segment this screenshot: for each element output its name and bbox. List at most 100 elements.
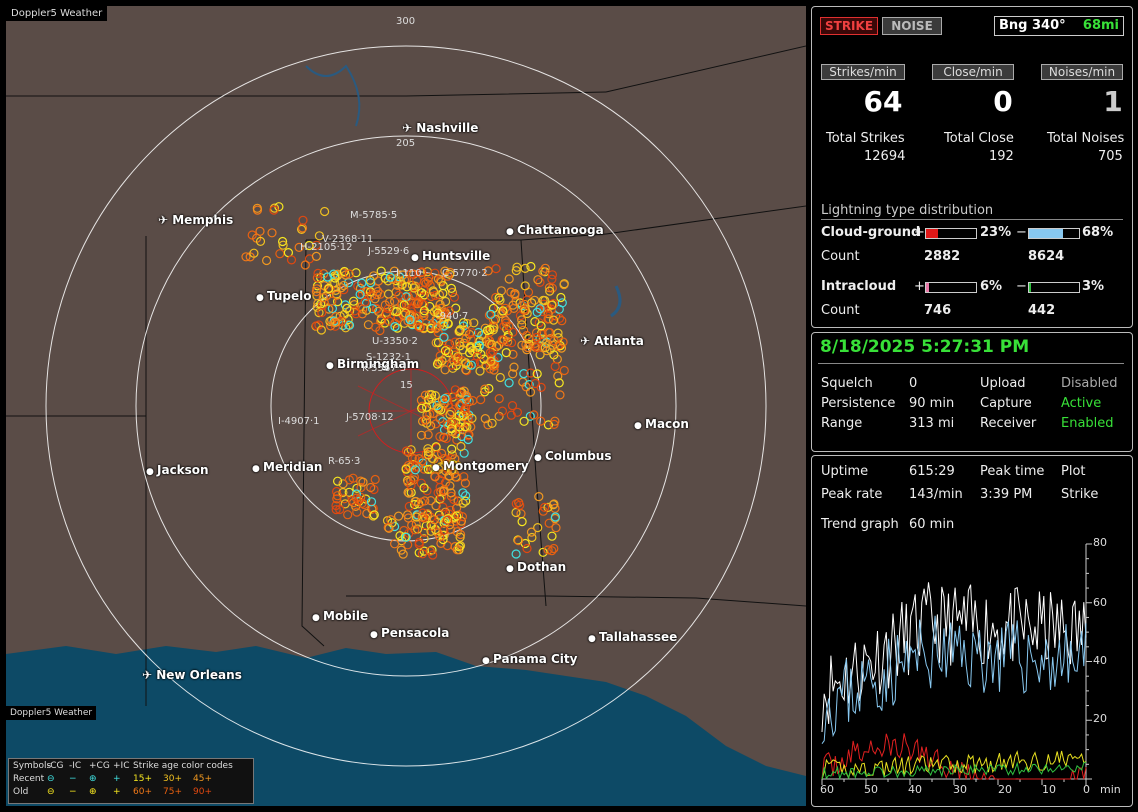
strike-symbol <box>557 316 567 326</box>
strike-symbol <box>426 323 436 334</box>
total-noises-label: Total Noises <box>1047 131 1125 146</box>
strike-symbol <box>414 322 425 332</box>
strike-symbol <box>518 325 529 335</box>
strike-symbol <box>493 352 503 363</box>
strike-symbol <box>504 378 514 388</box>
city-huntsville[interactable]: ● Huntsville <box>411 249 490 263</box>
strike-symbol <box>435 494 445 504</box>
city-atlanta[interactable]: ✈ Atlanta <box>580 334 644 348</box>
strike-symbol <box>370 474 380 485</box>
strike-symbol <box>539 502 550 512</box>
strike-symbol <box>449 292 459 302</box>
strike-symbol <box>398 270 408 280</box>
strike-symbol <box>547 283 557 293</box>
strike-symbol <box>506 287 516 297</box>
brand-bottom: Doppler5 Weather <box>6 706 97 720</box>
strike-symbol <box>556 292 566 303</box>
strike-symbol <box>416 268 426 278</box>
city-birmingham[interactable]: ● Birmingham <box>326 357 419 371</box>
highway-marker: H-2105·12 <box>300 242 353 253</box>
strike-symbol <box>383 289 394 299</box>
strike-symbol <box>450 454 460 464</box>
strike-symbol <box>376 266 386 276</box>
city-new-orleans[interactable]: ✈ New Orleans <box>142 668 242 682</box>
strike-symbol <box>486 309 496 319</box>
strike-symbol <box>444 306 454 316</box>
brand-top: Doppler5 Weather <box>6 6 108 21</box>
city-chattanooga[interactable]: ● Chattanooga <box>506 223 604 237</box>
strike-symbol <box>461 365 471 375</box>
highway-marker: R-65·3 <box>328 456 361 467</box>
airport-icon: ✈ <box>402 121 417 135</box>
strike-mode-button[interactable]: STRIKE <box>820 17 878 35</box>
strike-symbol <box>428 408 438 419</box>
datetime: 8/18/2025 5:27:31 PM <box>820 337 1030 357</box>
cg-minus-sign: − <box>1016 225 1027 240</box>
strike-symbol <box>249 248 259 258</box>
city-mobile[interactable]: ● Mobile <box>312 609 368 623</box>
trend-graph-label: Trend graph <box>821 517 899 532</box>
city-nashville[interactable]: ✈ Nashville <box>402 121 478 135</box>
strike-symbol <box>269 205 279 215</box>
strike-symbol <box>440 365 450 375</box>
strike-symbol <box>331 505 341 515</box>
city-meridian[interactable]: ● Meridian <box>252 460 322 474</box>
strike-symbol <box>547 300 557 310</box>
strike-symbol <box>360 297 370 307</box>
lightning-map[interactable]: 300 205 15 ✈ Nashville ✈ Memphis ● Chattan… <box>6 6 806 806</box>
strike-symbol <box>312 273 322 283</box>
strike-symbol <box>545 286 555 296</box>
city-jackson[interactable]: ● Jackson <box>146 463 209 477</box>
strike-symbol <box>548 315 559 325</box>
legend-neg-ic: -IC <box>69 761 82 771</box>
strike-symbol <box>440 394 450 404</box>
strike-symbol <box>294 242 304 252</box>
strike-symbol <box>314 308 324 318</box>
strike-symbol <box>544 518 554 528</box>
total-noises: 705 <box>1098 149 1123 164</box>
strike-symbol <box>314 231 324 241</box>
strike-symbol <box>343 314 353 325</box>
strike-symbol <box>547 531 557 541</box>
strike-symbol <box>423 276 433 286</box>
city-pensacola[interactable]: ● Pensacola <box>370 626 449 640</box>
stats-panel: STRIKE NOISE Bng 340° 68mi Strikes/min C… <box>811 6 1133 328</box>
squelch-label: Squelch <box>821 376 873 391</box>
strike-symbol <box>508 349 518 359</box>
strike-symbol <box>318 293 328 303</box>
strike-symbol <box>425 546 435 556</box>
noise-mode-button[interactable]: NOISE <box>882 17 942 35</box>
city-tupelo[interactable]: ● Tupelo <box>256 289 312 303</box>
strike-symbol <box>396 545 406 555</box>
strike-symbol <box>335 311 345 321</box>
highway-marker: I-110 <box>396 268 422 279</box>
strike-symbol <box>452 511 462 521</box>
strike-symbol <box>414 297 424 307</box>
strike-symbol <box>333 476 343 486</box>
plot-value[interactable]: Strike <box>1061 487 1099 502</box>
city-tallahassee[interactable]: ● Tallahassee <box>588 630 677 644</box>
strike-symbol <box>535 277 545 287</box>
city-panama-city[interactable]: ● Panama City <box>482 652 577 666</box>
receiver-label: Receiver <box>980 416 1037 431</box>
strike-symbol <box>440 266 450 276</box>
strikes-per-min: 64 <box>863 85 903 118</box>
city-montgomery[interactable]: ● Montgomery <box>432 459 529 473</box>
city-macon[interactable]: ● Macon <box>634 417 689 431</box>
strike-symbol <box>419 483 429 493</box>
strike-symbol <box>345 306 355 316</box>
city-dothan[interactable]: ● Dothan <box>506 560 566 574</box>
neg-cg-old-icon: ⊖ <box>47 787 55 797</box>
strike-symbol <box>355 283 365 293</box>
city-dot-icon: ● <box>411 253 422 263</box>
city-dot-icon: ● <box>326 361 337 371</box>
city-label: Memphis <box>172 213 234 227</box>
strike-symbol <box>469 318 479 328</box>
strike-symbol <box>411 519 421 529</box>
strike-symbol <box>554 378 564 388</box>
city-columbus[interactable]: ● Columbus <box>534 449 612 463</box>
city-memphis[interactable]: ✈ Memphis <box>158 213 233 227</box>
strike-symbol <box>483 420 493 430</box>
strike-symbol <box>394 511 404 521</box>
strike-symbol <box>444 471 454 481</box>
